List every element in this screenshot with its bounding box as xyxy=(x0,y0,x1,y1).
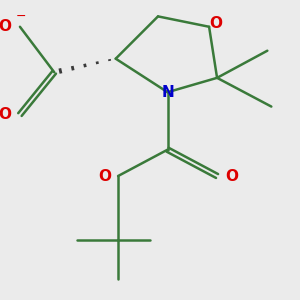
Text: O: O xyxy=(0,107,11,122)
Text: −: − xyxy=(16,11,26,23)
Text: O: O xyxy=(225,169,238,184)
Text: O: O xyxy=(0,19,11,34)
Text: N: N xyxy=(161,85,174,100)
Text: O: O xyxy=(210,16,223,31)
Text: O: O xyxy=(98,169,111,184)
